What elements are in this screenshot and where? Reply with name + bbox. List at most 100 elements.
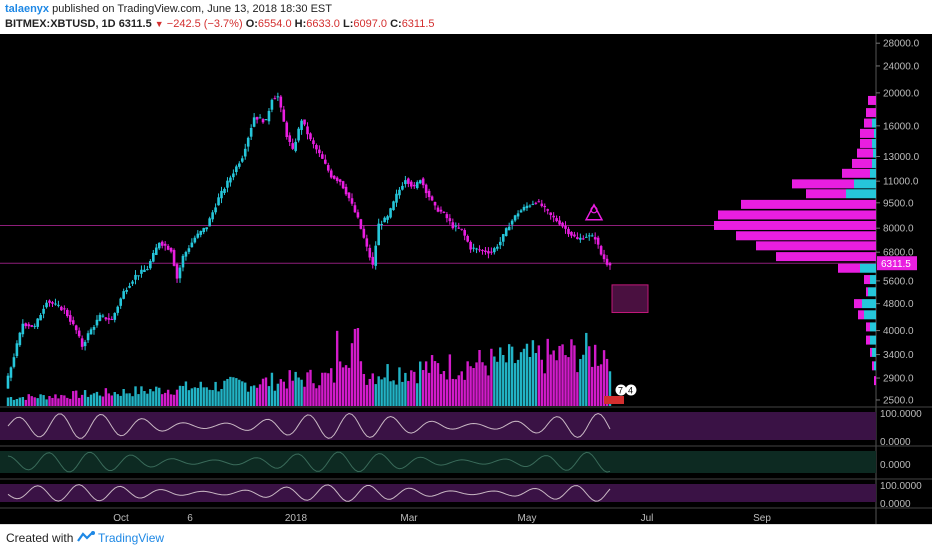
low-label: L:	[342, 18, 354, 30]
volume-bar	[321, 372, 324, 406]
candle-body	[537, 201, 541, 203]
volume-bar	[502, 354, 505, 406]
candle-body	[448, 218, 452, 222]
tradingview-brand[interactable]: TradingView	[98, 531, 165, 545]
volume-bar	[33, 397, 36, 406]
y-tick-label: 4800.0	[883, 299, 914, 310]
volume-bar	[561, 344, 564, 406]
candle-body	[602, 254, 606, 260]
volume-bar	[451, 378, 455, 406]
volume-bar	[567, 357, 570, 406]
volume-bar	[416, 383, 419, 406]
volume-bar	[605, 358, 609, 406]
volume-bar	[80, 394, 84, 406]
candle-body	[163, 243, 167, 246]
x-tick-label: Oct	[113, 513, 129, 524]
publish-info: talaenyx published on TradingView.com, J…	[5, 3, 332, 15]
candle-body	[160, 241, 164, 246]
candle-body	[555, 218, 558, 222]
x-tick-label: 2018	[285, 513, 308, 524]
candle-body	[433, 201, 437, 206]
author-link[interactable]: talaenyx	[5, 3, 50, 15]
volume-bar	[401, 381, 404, 406]
created-with-text: Created with	[6, 531, 74, 545]
candle-body	[401, 185, 404, 190]
volume-bar	[51, 397, 54, 406]
volume-bar	[499, 347, 502, 406]
candle-body	[543, 205, 547, 208]
candles	[6, 92, 612, 389]
profile-bar-bear	[852, 158, 872, 168]
candle-body	[48, 300, 51, 303]
candle-body	[187, 248, 191, 252]
volume-bar	[42, 395, 45, 406]
candle-body	[579, 237, 582, 240]
candle-body	[107, 318, 111, 320]
price-chart[interactable]: 28000.0 24000.0 20000.0 16000.0 13000.0 11000…	[0, 34, 932, 524]
volume-bar	[158, 387, 161, 406]
profile-bar-bear	[860, 138, 872, 148]
candle-body	[582, 238, 585, 240]
candle-body	[451, 222, 455, 229]
candle-body	[110, 319, 114, 321]
candle-body	[297, 128, 300, 141]
candle-body	[21, 323, 25, 335]
close-label: C:	[390, 18, 402, 30]
profile-bar-bear	[718, 210, 876, 220]
y-tick-label: 13000.0	[883, 152, 920, 163]
volume-bar	[140, 386, 143, 406]
candle-body	[353, 205, 357, 213]
symbol-legend: BITMEX:XBTUSD, 1D 6311.5 ▼ −242.5 (−3.7%…	[5, 18, 435, 30]
y-tick-label: 28000.0	[883, 39, 920, 50]
volume-bar	[238, 379, 241, 406]
volume-bar	[178, 385, 182, 406]
candle-body	[386, 216, 389, 220]
candle-body	[439, 209, 443, 212]
volume-bar	[155, 386, 158, 406]
candle-body	[288, 135, 292, 142]
profile-bar-bear	[854, 299, 862, 309]
volume-bar	[98, 395, 102, 406]
volume-bar	[137, 394, 140, 406]
volume-bar	[522, 348, 526, 406]
volume-bar	[288, 370, 291, 406]
candle-body	[74, 325, 78, 331]
volume-bar	[241, 381, 244, 406]
symbol-name[interactable]: BITMEX:XBTUSD, 1D	[5, 18, 116, 30]
candle-body	[329, 170, 333, 178]
volume-bar	[77, 397, 81, 406]
candle-body	[478, 249, 481, 251]
volume-bar	[599, 364, 603, 406]
volume-bar	[181, 386, 185, 406]
candle-body	[18, 332, 22, 346]
volume-bar	[273, 390, 277, 406]
volume-bar	[591, 366, 594, 406]
candle-body	[599, 246, 603, 255]
candle-body	[80, 338, 84, 347]
volume-bar	[496, 361, 499, 406]
candle-body	[238, 163, 241, 167]
last-price: 6311.5	[118, 18, 152, 30]
y-tick-label: 3400.0	[883, 350, 914, 361]
candle-body	[6, 375, 10, 389]
profile-bar-bear	[842, 168, 870, 178]
candle-body	[466, 236, 469, 242]
candle-body	[484, 250, 487, 253]
candle-body	[143, 269, 146, 272]
candle-body	[404, 180, 407, 185]
volume-bar	[122, 389, 125, 406]
candle-body	[371, 256, 375, 265]
candle-body	[605, 258, 609, 265]
candle-body	[552, 215, 555, 218]
volume-bar	[232, 377, 235, 406]
y-tick-label: 9500.0	[883, 198, 914, 209]
volume-bar	[199, 381, 202, 406]
volume-bar	[249, 386, 253, 406]
candle-body	[125, 290, 128, 292]
candle-body	[493, 248, 496, 253]
candle-body	[504, 228, 508, 236]
volume-bar	[513, 363, 517, 406]
candle-body	[326, 165, 330, 171]
profile-bar-bull	[846, 189, 876, 199]
candle-body	[267, 110, 271, 122]
